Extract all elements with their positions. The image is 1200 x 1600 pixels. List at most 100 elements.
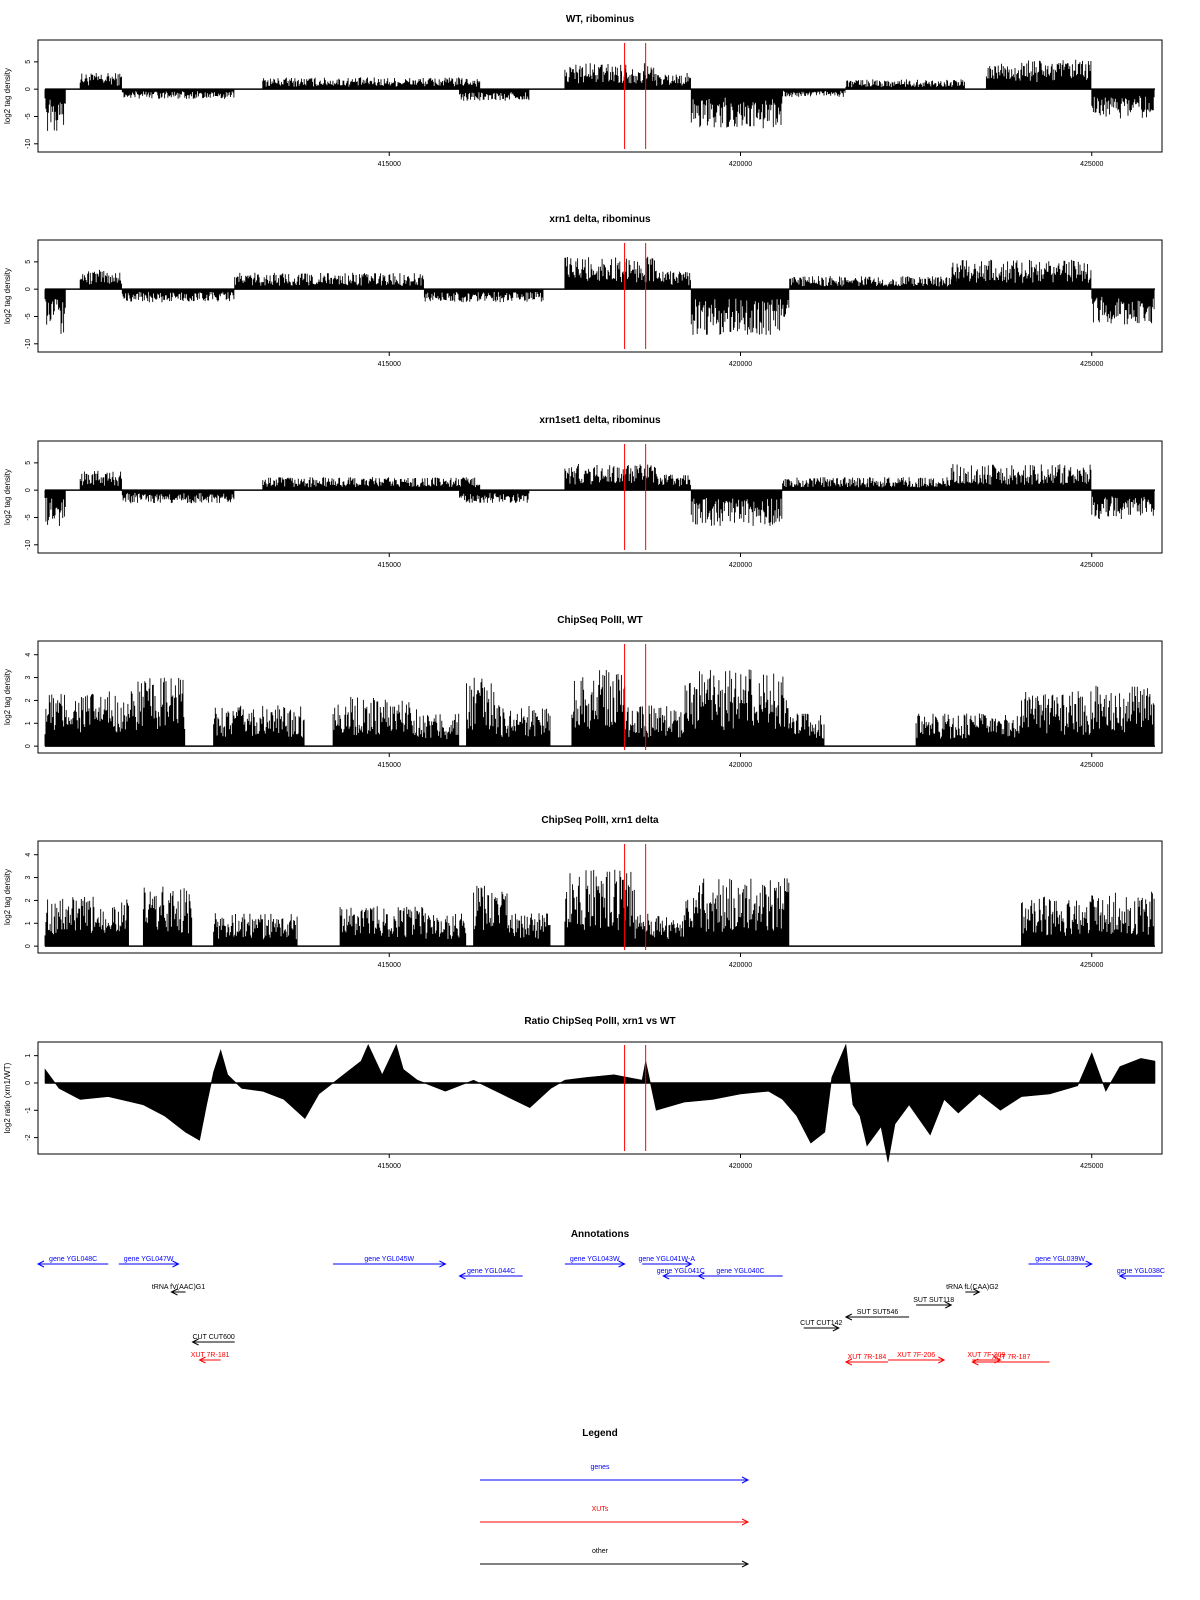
x-tick-label: 425000 [1080, 1163, 1103, 1170]
y-tick-label: 0 [25, 87, 32, 91]
y-tick-label: -10 [25, 540, 32, 550]
arrow-head [191, 1338, 199, 1346]
x-tick-label: 425000 [1080, 161, 1103, 168]
chart-title: WT, ribominus [566, 14, 635, 25]
arrow [480, 1476, 750, 1484]
chart-title: xrn1set1 delta, ribominus [539, 415, 661, 426]
arrow [118, 1260, 180, 1268]
y-axis-label: log2 tag density [3, 669, 12, 725]
arrow-head [685, 1260, 693, 1268]
arrow [198, 1356, 221, 1364]
annotation-feature: tRNA fL(CAA)G2 [946, 1284, 999, 1296]
annotation-label: SUT SUT546 [857, 1309, 899, 1316]
arrow-head [945, 1301, 953, 1309]
arrow [642, 1260, 693, 1268]
legend-title: Legend [582, 1428, 618, 1439]
annotation-label: gene YGL043W [570, 1256, 620, 1263]
y-tick-label: 5 [25, 60, 32, 64]
y-tick-label: 3 [25, 676, 32, 680]
plot-frame [37, 1041, 1163, 1155]
arrow-head [36, 1260, 45, 1268]
arrow-head [439, 1260, 447, 1268]
arrow [480, 1560, 750, 1568]
legend-label: XUTs [592, 1506, 609, 1513]
arrow-head [172, 1260, 180, 1268]
chart-title: ChipSeq PolII, WT [557, 615, 643, 626]
annotation-label: XUT 7R-181 [191, 1352, 230, 1359]
annotation-feature: gene YGL041W-A [638, 1256, 695, 1268]
y-axis-label: log2 ratio (xrn1/WT) [3, 1062, 12, 1133]
x-tick-label: 425000 [1080, 361, 1103, 368]
legend-item-genes: genes [480, 1464, 750, 1484]
arrow-head [938, 1356, 946, 1364]
y-tick-label: 0 [25, 287, 32, 291]
arrow [844, 1313, 910, 1321]
plot-frame [37, 39, 1163, 153]
annotation-label: CUT CUT600 [192, 1334, 234, 1341]
y-axis-label: log2 tag density [3, 68, 12, 124]
annotation-label: gene YGL045W [364, 1256, 414, 1263]
x-tick-label: 425000 [1080, 962, 1103, 969]
arrow-head [1118, 1272, 1127, 1280]
arrow [458, 1272, 523, 1280]
arrow [844, 1358, 889, 1366]
y-tick-label: 2 [25, 698, 32, 702]
signal-bars [44, 256, 1155, 335]
annotation-feature: gene YGL045W [333, 1256, 447, 1268]
arrow [333, 1260, 447, 1268]
arrow [36, 1260, 109, 1268]
annotation-feature: gene YGL038C [1117, 1268, 1165, 1280]
x-tick-label: 420000 [729, 1163, 752, 1170]
annotation-feature: XUT 7R-187 [971, 1354, 1050, 1366]
chart-panel-4: ChipSeq PolII, WT log2 tag density 0 1 2 3 4 41… [3, 615, 1163, 769]
legend: Legend genes XUTs other [480, 1428, 750, 1568]
y-tick-label: 0 [25, 1081, 32, 1085]
arrow-head [618, 1260, 626, 1268]
data-marks [44, 59, 1155, 131]
annotation-label: gene YGL041C [657, 1268, 705, 1275]
annotation-feature: tRNA fV(AAC)G1 [152, 1284, 205, 1296]
x-tick-label: 425000 [1080, 562, 1103, 569]
annotation-feature: CUT CUT142 [800, 1320, 843, 1332]
chart-panel-6: Ratio ChipSeq PolII, xrn1 vs WT log2 rati… [3, 1016, 1163, 1170]
arrow-head [971, 1358, 979, 1366]
chart-title: Ratio ChipSeq PolII, xrn1 vs WT [524, 1016, 675, 1027]
signal-bars [44, 669, 1155, 747]
arrow-head [662, 1272, 670, 1280]
arrow-head [697, 1272, 705, 1280]
x-tick-label: 420000 [729, 361, 752, 368]
y-tick-label: -5 [25, 313, 32, 319]
arrow [803, 1324, 840, 1332]
annotation-feature: CUT CUT600 [191, 1334, 235, 1346]
y-tick-label: -10 [25, 139, 32, 149]
annotation-label: tRNA fV(AAC)G1 [152, 1284, 205, 1291]
annotation-feature: gene YGL041C [657, 1268, 705, 1280]
x-tick-label: 425000 [1080, 762, 1103, 769]
x-tick-label: 415000 [378, 962, 401, 969]
chart-title: xrn1 delta, ribominus [549, 214, 651, 225]
arrow-head [844, 1313, 853, 1321]
x-tick-label: 415000 [378, 1163, 401, 1170]
x-tick-label: 420000 [729, 161, 752, 168]
arrow-head [832, 1324, 840, 1332]
arrow [971, 1358, 1050, 1366]
chart-title: ChipSeq PolII, xrn1 delta [541, 815, 659, 826]
y-tick-label: 4 [25, 653, 32, 657]
x-tick-label: 415000 [378, 562, 401, 569]
legend-item-other: other [480, 1548, 750, 1568]
arrow [662, 1272, 699, 1280]
annotation-label: gene YGL048C [49, 1256, 97, 1263]
y-tick-label: 1 [25, 721, 32, 725]
y-tick-label: -5 [25, 113, 32, 119]
y-tick-label: -1 [25, 1107, 32, 1113]
annotation-feature: XUT 7R-181 [191, 1352, 230, 1364]
annotation-feature: gene YGL043W [564, 1256, 626, 1268]
arrow [191, 1338, 235, 1346]
x-tick-label: 415000 [378, 762, 401, 769]
x-tick-label: 420000 [729, 562, 752, 569]
y-tick-label: 0 [25, 488, 32, 492]
annotation-label: gene YGL047W [124, 1256, 174, 1263]
y-tick-label: -10 [25, 339, 32, 349]
